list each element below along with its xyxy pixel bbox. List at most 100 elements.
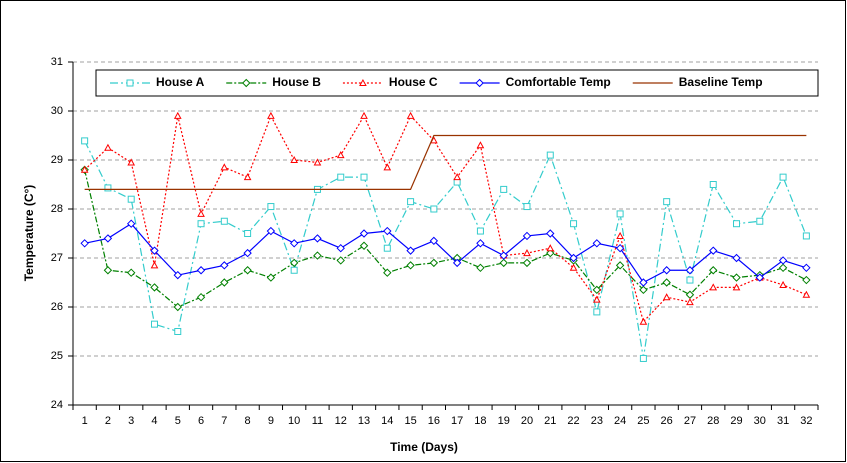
legend-label: Comfortable Temp xyxy=(506,75,611,89)
marker xyxy=(476,141,485,149)
marker xyxy=(383,163,392,171)
marker xyxy=(546,248,555,258)
marker xyxy=(150,246,159,255)
marker xyxy=(709,181,717,188)
marker xyxy=(407,198,415,206)
marker xyxy=(80,165,89,173)
marker xyxy=(197,209,205,217)
x-tick-label: 23 xyxy=(591,415,603,427)
marker xyxy=(266,273,276,282)
marker xyxy=(709,246,718,255)
marker xyxy=(267,203,275,211)
marker xyxy=(126,219,136,228)
marker xyxy=(173,270,182,280)
marker xyxy=(639,285,648,295)
marker xyxy=(452,258,462,268)
y-axis-title: Temperature (C°) xyxy=(22,185,36,282)
marker xyxy=(592,295,601,303)
marker xyxy=(570,220,578,228)
marker xyxy=(80,239,89,248)
marker xyxy=(220,261,229,270)
marker xyxy=(453,173,461,181)
marker xyxy=(592,285,602,295)
marker xyxy=(732,273,741,282)
marker xyxy=(150,261,159,269)
marker xyxy=(383,268,392,277)
legend-label: House B xyxy=(272,75,321,89)
marker xyxy=(220,278,229,287)
x-tick-label: 16 xyxy=(428,415,440,427)
marker xyxy=(127,195,135,203)
marker xyxy=(476,263,485,273)
x-tick-label: 2 xyxy=(105,415,111,427)
marker xyxy=(499,258,508,268)
marker xyxy=(196,266,206,275)
marker xyxy=(242,78,251,88)
y-tick-label: 24 xyxy=(51,399,63,411)
marker xyxy=(267,111,275,119)
marker xyxy=(289,258,299,268)
x-tick-label: 3 xyxy=(128,415,134,427)
x-tick-label: 10 xyxy=(288,415,300,427)
marker xyxy=(244,230,252,237)
x-tick-label: 22 xyxy=(567,415,579,427)
marker xyxy=(546,244,555,252)
x-tick-label: 27 xyxy=(684,415,696,427)
x-tick-label: 15 xyxy=(404,415,416,427)
marker xyxy=(150,320,158,328)
marker xyxy=(220,217,228,225)
x-tick-label: 4 xyxy=(151,415,157,427)
marker xyxy=(290,155,299,163)
y-tick-label: 31 xyxy=(51,56,63,68)
marker xyxy=(500,185,508,193)
marker xyxy=(779,173,787,181)
marker xyxy=(802,232,810,240)
x-tick-label: 20 xyxy=(521,415,533,427)
x-tick-label: 14 xyxy=(381,415,393,427)
x-tick-label: 18 xyxy=(474,415,486,427)
x-tick-label: 9 xyxy=(268,415,274,427)
series-line xyxy=(84,140,807,359)
marker xyxy=(243,173,252,181)
marker xyxy=(615,261,625,270)
legend-label: Baseline Temp xyxy=(679,75,763,89)
marker xyxy=(103,234,113,243)
marker xyxy=(569,253,578,263)
marker xyxy=(359,229,369,238)
marker xyxy=(336,243,345,253)
marker xyxy=(360,111,368,119)
marker xyxy=(778,263,788,273)
x-tick-label: 7 xyxy=(221,415,227,427)
marker xyxy=(406,246,415,255)
marker xyxy=(802,290,811,298)
x-tick-label: 5 xyxy=(175,415,181,427)
marker xyxy=(802,275,811,285)
y-tick-label: 28 xyxy=(51,203,63,215)
marker xyxy=(243,248,252,258)
marker xyxy=(126,268,136,277)
marker xyxy=(546,229,555,238)
marker xyxy=(104,143,112,151)
marker xyxy=(359,241,369,250)
marker xyxy=(289,239,299,248)
marker xyxy=(336,256,345,265)
marker xyxy=(406,111,415,119)
marker xyxy=(639,317,648,325)
marker xyxy=(383,244,391,252)
legend-label: House A xyxy=(156,75,205,89)
x-tick-label: 26 xyxy=(661,415,673,427)
marker xyxy=(662,278,671,287)
x-tick-label: 12 xyxy=(335,415,347,427)
marker xyxy=(755,273,765,282)
marker xyxy=(406,261,415,270)
marker xyxy=(336,151,345,159)
marker xyxy=(81,137,89,145)
marker xyxy=(197,220,205,228)
marker xyxy=(313,251,322,260)
x-tick-label: 8 xyxy=(245,415,251,427)
marker xyxy=(430,205,438,213)
marker xyxy=(709,283,718,291)
x-tick-label: 13 xyxy=(358,415,370,427)
marker xyxy=(196,292,206,302)
marker xyxy=(686,276,694,284)
